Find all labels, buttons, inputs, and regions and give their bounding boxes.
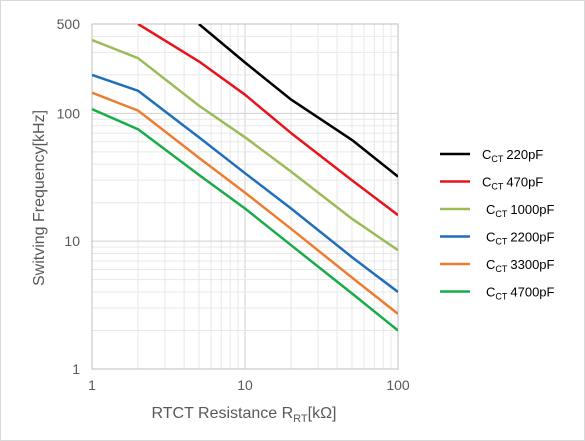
series-line-470pf [137,24,398,217]
series-lines [92,24,398,332]
x-axis-title: RTCT Resistance RRT[kΩ] [152,405,337,425]
x-tick-label: 10 [237,377,253,393]
series-line-4700pf [92,107,398,332]
y-tick-label: 10 [64,233,80,249]
x-tick-label: 100 [386,377,410,393]
legend-subscript: CT [491,154,503,164]
legend-prefix: C [486,202,495,217]
legend-entry-2200pf: CCT 2200pF [486,230,555,247]
legend-entry-220pf: CCT 220pF [482,147,543,164]
legend-subscript: CT [495,264,507,274]
y-tick-label: 1 [72,361,80,377]
legend-prefix: C [486,257,495,272]
series-line-1000pf [92,38,398,252]
legend-value: 1000pF [510,202,554,217]
grid [91,23,398,370]
tick-labels: 1 10 100 1 10 100 500 [57,16,410,393]
legend-value: 4700pF [510,285,554,300]
series-line-220pf [198,24,398,178]
legend-value: 220pF [506,147,543,162]
legend-subscript: CT [495,237,507,247]
legend-subscript: CT [495,292,507,302]
legend-prefix: C [482,175,491,190]
legend-value: 3300pF [510,257,554,272]
legend-prefix: C [482,147,491,162]
y-axis-title: Switving Frequency[kHz] [31,110,48,286]
legend-entry-3300pf: CCT 3300pF [486,257,555,274]
legend-subscript: CT [491,182,503,192]
series-line-3300pf [92,91,398,315]
legend-subscript: CT [495,209,507,219]
series-line-2200pf [92,73,398,293]
legend-value: 2200pF [510,230,554,245]
x-axis-title-unit: [kΩ] [308,405,337,422]
y-tick-label: 500 [57,16,81,32]
legend-prefix: C [486,230,495,245]
legend-entry-1000pf: CCT 1000pF [486,202,555,219]
legend-entry-470pf: CCT 470pF [482,175,543,192]
x-axis-title-main: RTCT Resistance R [152,405,294,422]
legend-value: 470pF [506,175,543,190]
plot-area-border [91,23,399,370]
y-tick-label: 100 [57,105,81,121]
legend-prefix: C [486,285,495,300]
legend-entry-4700pf: CCT 4700pF [486,285,555,302]
x-axis-title-sub: RT [293,413,308,425]
x-tick-label: 1 [88,377,96,393]
